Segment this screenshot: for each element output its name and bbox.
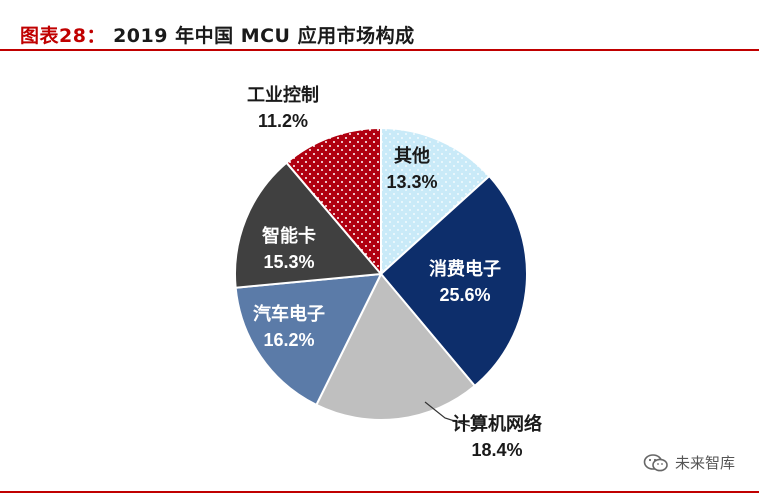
figure-label: 图表28： <box>20 25 106 47</box>
wechat-icon <box>643 453 668 471</box>
watermark: 未来智库 <box>643 452 735 473</box>
figure-title: 图表28： 2019 年中国 MCU 应用市场构成 <box>20 21 415 48</box>
pie-labels: 其他 13.3% 消费电子 25.6% 计算机网络 18.4% 汽车电子 16.2% 智能卡 15… <box>247 84 542 460</box>
slice-value-label: 25.6% <box>439 285 490 305</box>
slice-label: 计算机网络 <box>452 413 542 435</box>
leader-line <box>424 401 471 427</box>
watermark-text: 未来智库 <box>674 454 735 472</box>
pie-slice-2 <box>379 174 528 388</box>
pie-slices <box>234 126 528 421</box>
slice-label: 汽车电子 <box>253 303 325 325</box>
title-divider <box>0 49 759 51</box>
slice-value-label: 15.3% <box>263 252 314 272</box>
figure-title-text: 2019 年中国 MCU 应用市场构成 <box>113 25 415 47</box>
pie-slice-4 <box>234 272 383 407</box>
pie-slice-5 <box>234 161 384 289</box>
slice-value-label: 13.3% <box>386 172 437 192</box>
slice-label: 消费电子 <box>429 258 501 280</box>
figure-header: 图表28： 2019 年中国 MCU 应用市场构成 <box>0 0 759 52</box>
slice-value-label: 11.2% <box>258 111 308 131</box>
pie-slice-1 <box>380 126 491 277</box>
bottom-divider <box>0 491 759 493</box>
slice-value-label: 16.2% <box>263 330 314 350</box>
slice-label: 智能卡 <box>262 225 316 247</box>
slice-value-label: 18.4% <box>471 440 522 460</box>
slice-label: 其他 <box>394 145 430 167</box>
slice-label: 工业控制 <box>247 84 319 106</box>
pie-slice-6 <box>285 126 382 277</box>
pie-slice-3 <box>315 272 477 421</box>
